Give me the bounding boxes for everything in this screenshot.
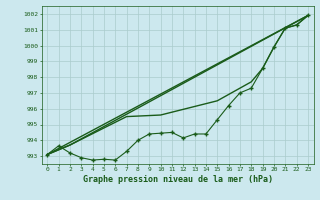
X-axis label: Graphe pression niveau de la mer (hPa): Graphe pression niveau de la mer (hPa) bbox=[83, 175, 273, 184]
